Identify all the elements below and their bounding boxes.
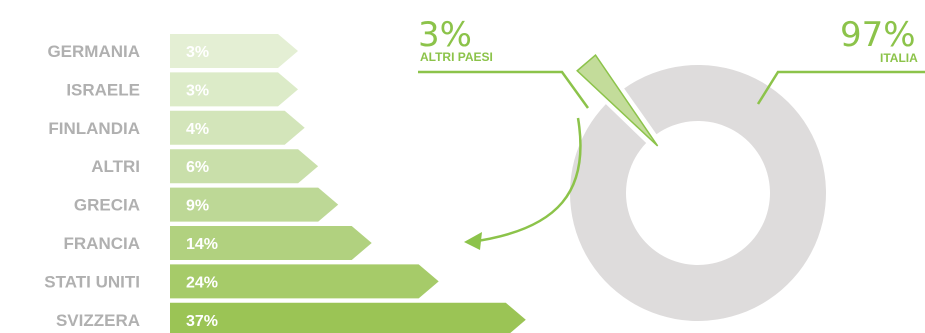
bar-stati-uniti — [170, 264, 439, 299]
callout-line-altri — [418, 70, 590, 109]
category-label: GERMANIA — [47, 42, 140, 61]
bar-svizzera — [170, 302, 526, 333]
bar-grecia — [170, 187, 339, 222]
bar-israele — [170, 72, 298, 107]
value-label: 4% — [186, 121, 209, 138]
donut-slice-italia — [569, 65, 826, 322]
bar-finlandia — [170, 110, 305, 145]
value-label: 3% — [186, 44, 209, 61]
category-label: ISRAELE — [66, 80, 140, 99]
altri-paesi-label: ALTRI PAESI — [420, 50, 493, 64]
pointer-arrow-head — [464, 232, 482, 250]
category-label: FRANCIA — [64, 234, 141, 253]
bar-francia — [170, 226, 372, 260]
altri-paesi-percent: 3% — [418, 15, 472, 55]
category-label: ALTRI — [91, 157, 140, 176]
donut-slice-altri-paesi — [576, 53, 659, 147]
donut-chart: 3%ALTRI PAESI 97%ITALIA — [418, 15, 925, 322]
italia-percent: 97% — [840, 15, 916, 55]
category-label: GRECIA — [74, 196, 140, 215]
value-label: 9% — [186, 198, 209, 215]
value-label: 6% — [186, 159, 209, 176]
value-label: 24% — [186, 274, 218, 291]
value-label: 3% — [186, 82, 209, 99]
value-label: 37% — [186, 313, 218, 330]
bar-germania — [170, 34, 298, 68]
category-label: SVIZZERA — [56, 311, 140, 330]
pointer-arrow-curve — [469, 117, 582, 244]
callout-line-italia — [756, 70, 925, 105]
category-label: STATI UNITI — [44, 272, 140, 291]
category-label: FINLANDIA — [48, 119, 140, 138]
bar-chart: GERMANIA 3% ISRAELE 3% FINLANDIA 4% ALTRI 6% GRE… — [44, 34, 526, 333]
value-label: 14% — [186, 236, 218, 253]
bar-altri — [170, 149, 319, 184]
italia-label: ITALIA — [880, 51, 918, 65]
